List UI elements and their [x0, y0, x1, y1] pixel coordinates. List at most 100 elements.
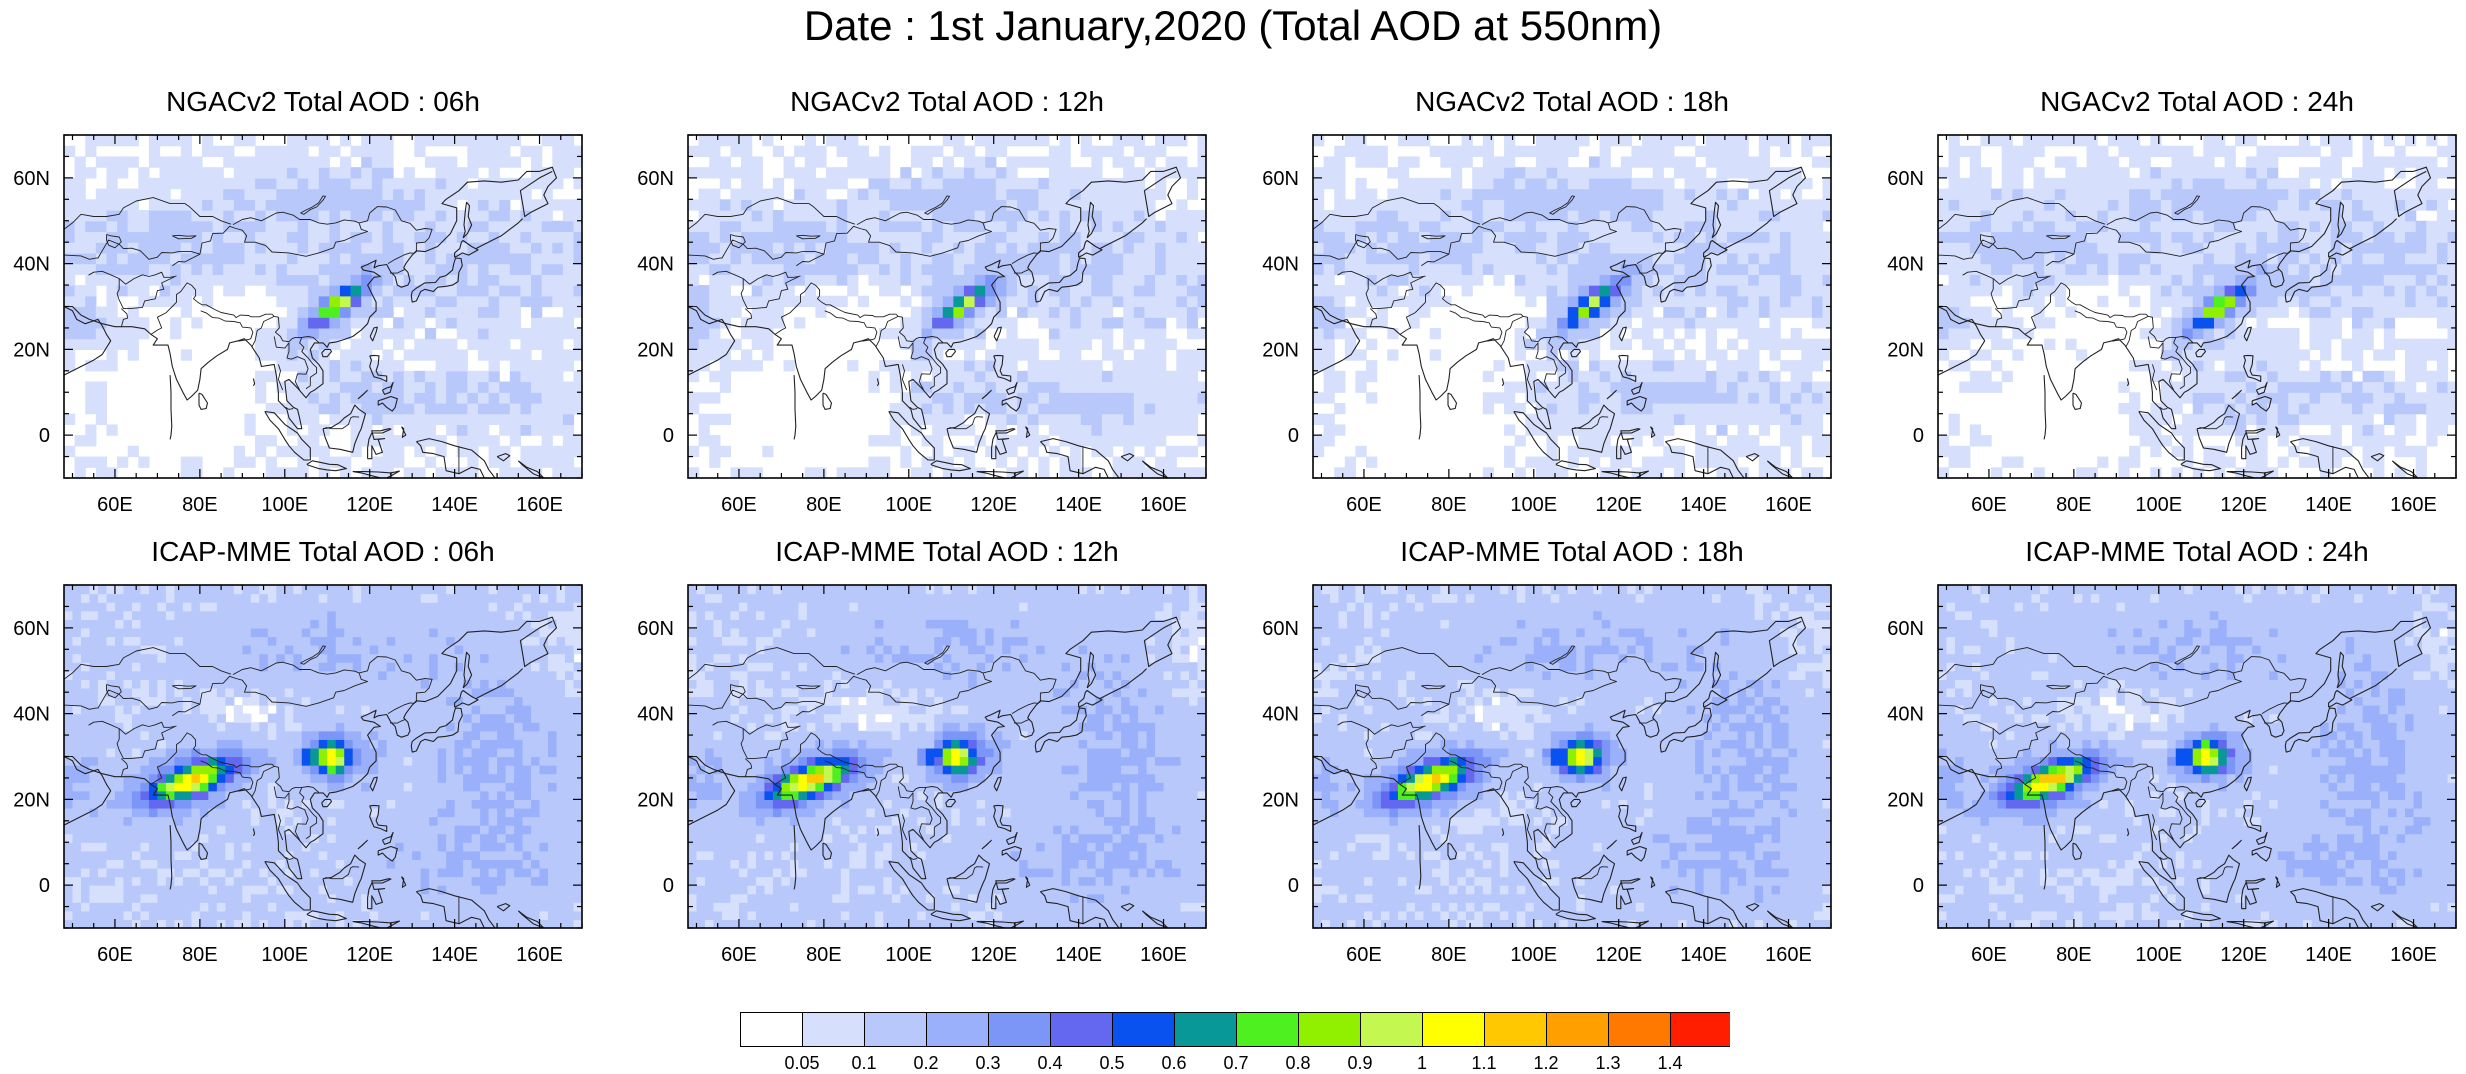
lat-tick-label: 0 [1913, 425, 1924, 447]
colorbar-swatch [1671, 1013, 1731, 1047]
lon-tick-label: 80E [182, 494, 218, 516]
aod-field [1313, 585, 1832, 929]
lat-tick-label: 0 [39, 425, 50, 447]
lon-tick-label: 120E [346, 944, 393, 966]
lat-tick-label: 60N [1887, 168, 1924, 190]
lat-tick-label: 0 [39, 875, 50, 897]
lon-tick-label: 140E [1055, 494, 1102, 516]
colorbar-swatch [927, 1013, 989, 1047]
lat-tick-label: 0 [1288, 425, 1299, 447]
lat-tick-label: 0 [1288, 875, 1299, 897]
lon-tick-label: 80E [182, 944, 218, 966]
lat-tick-label: 60N [637, 168, 674, 190]
aod-field [688, 135, 1209, 479]
lon-tick-label: 160E [516, 944, 563, 966]
lon-tick-label: 120E [2220, 944, 2267, 966]
lon-tick-label: 160E [2390, 944, 2437, 966]
lon-tick-label: 100E [261, 944, 308, 966]
lon-tick-label: 60E [1971, 494, 2007, 516]
colorbar-swatch [1547, 1013, 1609, 1047]
lon-tick-label: 120E [970, 494, 1017, 516]
colorbar-swatch [1299, 1013, 1361, 1047]
lon-tick-label: 120E [970, 944, 1017, 966]
lon-tick-label: 100E [885, 494, 932, 516]
lat-tick-label: 40N [13, 704, 50, 726]
lat-tick-label: 20N [1262, 789, 1299, 811]
aod-field [1938, 135, 2459, 479]
colorbar-swatch [1485, 1013, 1547, 1047]
lat-tick-label: 20N [1887, 789, 1924, 811]
colorbar-swatch [1609, 1013, 1671, 1047]
lon-tick-label: 60E [97, 944, 133, 966]
lat-tick-label: 20N [1262, 339, 1299, 361]
lon-tick-label: 60E [1346, 944, 1382, 966]
lat-tick-label: 40N [1262, 254, 1299, 276]
colorbar-swatch [865, 1013, 927, 1047]
lat-tick-label: 0 [663, 875, 674, 897]
lon-tick-label: 140E [2305, 944, 2352, 966]
colorbar-swatch [1237, 1013, 1299, 1047]
lon-tick-label: 140E [1680, 944, 1727, 966]
colorbar-swatch [1423, 1013, 1485, 1047]
lon-tick-label: 120E [2220, 494, 2267, 516]
lon-tick-label: 140E [2305, 494, 2352, 516]
lon-tick-label: 120E [1595, 944, 1642, 966]
lon-tick-label: 120E [1595, 494, 1642, 516]
lon-tick-label: 120E [346, 494, 393, 516]
aod-field [64, 135, 585, 479]
lat-tick-label: 60N [1262, 618, 1299, 640]
lat-tick-label: 20N [637, 339, 674, 361]
lon-tick-label: 140E [1055, 944, 1102, 966]
lon-tick-label: 140E [1680, 494, 1727, 516]
lat-tick-label: 20N [13, 789, 50, 811]
lon-tick-label: 140E [431, 494, 478, 516]
lon-tick-label: 100E [2135, 494, 2182, 516]
lat-tick-label: 40N [1887, 704, 1924, 726]
colorbar-swatch [989, 1013, 1051, 1047]
lat-tick-label: 0 [1913, 875, 1924, 897]
colorbar-swatch [803, 1013, 865, 1047]
colorbar-swatch [1175, 1013, 1237, 1047]
colorbar-swatch [1113, 1013, 1175, 1047]
lat-tick-label: 60N [13, 168, 50, 190]
aod-colorbar [740, 1012, 1730, 1048]
lat-tick-label: 20N [1887, 339, 1924, 361]
lon-tick-label: 80E [2056, 944, 2092, 966]
lat-tick-label: 40N [13, 254, 50, 276]
colorbar-swatch [741, 1013, 803, 1047]
lon-tick-label: 60E [97, 494, 133, 516]
lon-tick-label: 160E [2390, 494, 2437, 516]
lon-tick-label: 100E [885, 944, 932, 966]
lon-tick-label: 80E [806, 944, 842, 966]
figure-title: Date : 1st January,2020 (Total AOD at 55… [0, 2, 2466, 50]
aod-field [1938, 585, 2457, 929]
lat-tick-label: 20N [13, 339, 50, 361]
lon-tick-label: 100E [1510, 944, 1557, 966]
lat-tick-label: 40N [637, 704, 674, 726]
lon-tick-label: 140E [431, 944, 478, 966]
lon-tick-label: 160E [1765, 494, 1812, 516]
lat-tick-label: 20N [637, 789, 674, 811]
lat-tick-label: 0 [663, 425, 674, 447]
lat-tick-label: 60N [1262, 168, 1299, 190]
lon-tick-label: 160E [1765, 944, 1812, 966]
colorbar-swatch [1051, 1013, 1113, 1047]
lon-tick-label: 80E [806, 494, 842, 516]
lat-tick-label: 40N [1262, 704, 1299, 726]
lon-tick-label: 100E [2135, 944, 2182, 966]
lon-tick-label: 160E [1140, 494, 1187, 516]
lon-tick-label: 100E [1510, 494, 1557, 516]
colorbar-swatch [1361, 1013, 1423, 1047]
